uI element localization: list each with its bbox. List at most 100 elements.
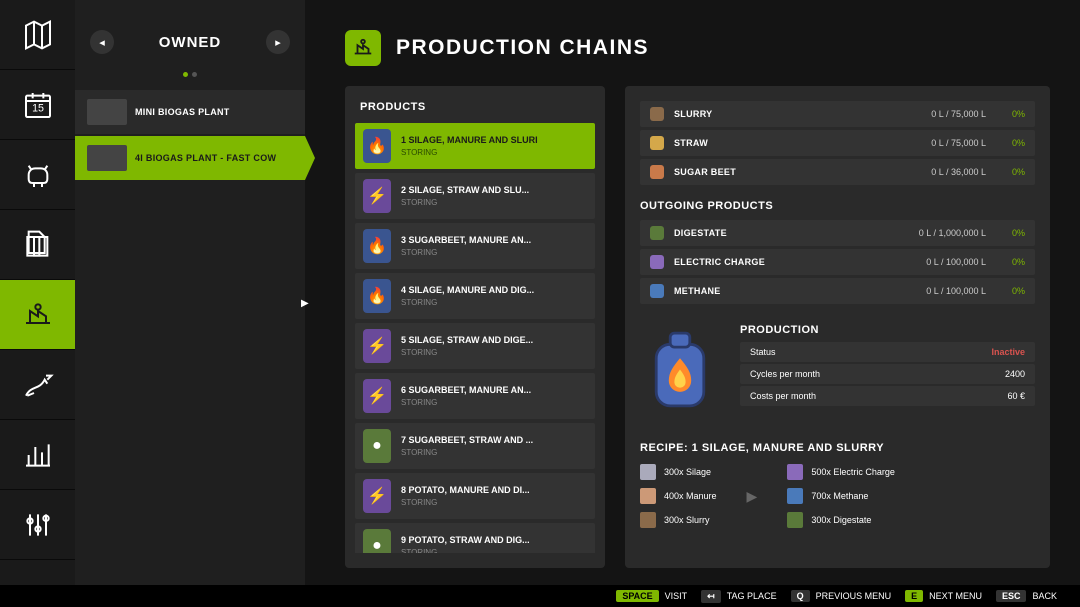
recipe-inputs: 300x Silage400x Manure300x Slurry <box>640 464 717 528</box>
sidebar-item-calendar[interactable]: 15 <box>0 70 75 140</box>
product-icon: ● <box>363 529 391 553</box>
sidebar: 15 <box>0 0 75 607</box>
hotkey-label: BACK <box>1032 591 1057 601</box>
recipe-item-text: 400x Manure <box>664 491 717 501</box>
resource-percent: 0% <box>1001 167 1025 177</box>
resource-percent: 0% <box>1001 138 1025 148</box>
hotkey-label: VISIT <box>665 591 688 601</box>
owned-title: OWNED <box>159 34 222 51</box>
svg-text:15: 15 <box>32 102 44 114</box>
product-item[interactable]: ⚡5 SILAGE, STRAW AND DIGE...STORING <box>355 323 595 369</box>
product-status: STORING <box>401 298 587 307</box>
product-status: STORING <box>401 348 587 357</box>
plant-item[interactable]: MINI BIOGAS PLANT <box>75 90 305 134</box>
sidebar-item-production[interactable] <box>0 280 75 350</box>
stat-label: Status <box>750 347 776 357</box>
resource-row[interactable]: METHANE0 L / 100,000 L0% <box>640 278 1035 304</box>
page-title: PRODUCTION CHAINS <box>396 36 649 60</box>
product-status: STORING <box>401 398 587 407</box>
product-item[interactable]: ⚡ 2 SILAGE, STRAW AND SLU... STORING <box>355 173 595 219</box>
calendar-icon: 15 <box>22 89 54 121</box>
resource-row[interactable]: SUGAR BEET0 L / 36,000 L0% <box>640 159 1035 185</box>
hotkey-key: Q <box>791 590 810 602</box>
map-icon <box>22 19 54 51</box>
sidebar-item-map[interactable] <box>0 0 75 70</box>
hotkey-key: SPACE <box>616 590 658 602</box>
resource-row[interactable]: STRAW0 L / 75,000 L0% <box>640 130 1035 156</box>
stat-label: Cycles per month <box>750 369 820 379</box>
plant-item[interactable]: 4I BIOGAS PLANT - FAST COW <box>75 136 305 180</box>
detail-panel: SLURRY0 L / 75,000 L0%STRAW0 L / 75,000 … <box>625 86 1050 568</box>
stats-icon <box>22 439 54 471</box>
product-status: STORING <box>401 448 587 457</box>
product-icon: 🔥 <box>363 129 391 163</box>
product-item[interactable]: 🔥 1 SILAGE, MANURE AND SLURI STORING <box>355 123 595 169</box>
resource-value: 0 L / 75,000 L <box>931 109 986 119</box>
plant-thumb <box>87 99 127 125</box>
resource-icon <box>650 136 664 150</box>
recipe-item: 500x Electric Charge <box>787 464 895 480</box>
stat-label: Costs per month <box>750 391 816 401</box>
product-icon: ⚡ <box>363 379 391 413</box>
product-item[interactable]: 🔥3 SUGARBEET, MANURE AN...STORING <box>355 223 595 269</box>
product-icon: ⚡ <box>363 179 391 213</box>
product-item[interactable]: ⚡8 POTATO, MANURE AND DI...STORING <box>355 473 595 519</box>
resource-percent: 0% <box>1001 286 1025 296</box>
recipe-item-icon <box>640 464 656 480</box>
product-status: STORING <box>401 198 587 207</box>
product-name: 5 SILAGE, STRAW AND DIGE... <box>401 335 587 345</box>
resource-row[interactable]: ELECTRIC CHARGE0 L / 100,000 L0% <box>640 249 1035 275</box>
product-item[interactable]: ●9 POTATO, STRAW AND DIG...STORING <box>355 523 595 553</box>
panel-divider-arrow: ▶ <box>301 298 309 309</box>
product-icon: 🔥 <box>363 279 391 313</box>
stat-value: 2400 <box>1005 369 1025 379</box>
resource-percent: 0% <box>1001 109 1025 119</box>
recipe-item-icon <box>787 512 803 528</box>
hotkey-label: TAG PLACE <box>727 591 777 601</box>
owned-prev-button[interactable]: ◂ <box>90 30 114 54</box>
outgoing-title: OUTGOING PRODUCTS <box>640 200 1035 212</box>
resource-row[interactable]: DIGESTATE0 L / 1,000,000 L0% <box>640 220 1035 246</box>
product-status: STORING <box>401 498 587 507</box>
production-title: PRODUCTION <box>740 324 1035 336</box>
product-item[interactable]: ●7 SUGARBEET, STRAW AND ...STORING <box>355 423 595 469</box>
owned-next-button[interactable]: ▸ <box>266 30 290 54</box>
production-stats: StatusInactive Cycles per month 2400 Costs … <box>740 342 1035 406</box>
stat-value: 60 € <box>1007 391 1025 401</box>
resource-icon <box>650 255 664 269</box>
recipe-title: RECIPE: 1 SILAGE, MANURE AND SLURRY <box>640 442 1035 454</box>
recipe-item: 300x Silage <box>640 464 717 480</box>
hotkey-key: ↤ <box>701 590 721 603</box>
products-title: PRODUCTS <box>355 101 595 113</box>
product-item[interactable]: ⚡6 SUGARBEET, MANURE AN...STORING <box>355 373 595 419</box>
documents-icon <box>22 229 54 261</box>
resource-value: 0 L / 1,000,000 L <box>919 228 986 238</box>
product-icon: 🔥 <box>363 229 391 263</box>
resource-row[interactable]: SLURRY0 L / 75,000 L0% <box>640 101 1035 127</box>
recipe-item: 700x Methane <box>787 488 895 504</box>
product-name: 2 SILAGE, STRAW AND SLU... <box>401 185 587 195</box>
main-content: PRODUCTION CHAINS PRODUCTS 🔥 1 SILAGE, MA… <box>315 0 1080 585</box>
stat-row: Cycles per month 2400 <box>740 364 1035 384</box>
plant-list: MINI BIOGAS PLANT 4I BIOGAS PLANT - FAST … <box>75 90 305 180</box>
stat-row: Costs per month 60 € <box>740 386 1035 406</box>
resource-name: METHANE <box>674 286 926 296</box>
product-list: 🔥 1 SILAGE, MANURE AND SLURI STORING ⚡ 2 SIL… <box>355 123 595 553</box>
stat-row: StatusInactive <box>740 342 1035 362</box>
product-name: 1 SILAGE, MANURE AND SLURI <box>401 135 587 145</box>
recipe-item: 400x Manure <box>640 488 717 504</box>
product-status: STORING <box>401 148 587 157</box>
sidebar-item-finance[interactable] <box>0 350 75 420</box>
recipe-item-icon <box>787 488 803 504</box>
sidebar-item-livestock[interactable] <box>0 140 75 210</box>
sidebar-item-documents[interactable] <box>0 210 75 280</box>
hotkey-label: PREVIOUS MENU <box>816 591 892 601</box>
bottom-bar: SPACEVISIT↤TAG PLACEQPREVIOUS MENUENEXT … <box>0 585 1080 607</box>
resource-name: STRAW <box>674 138 931 148</box>
product-item[interactable]: 🔥4 SILAGE, MANURE AND DIG...STORING <box>355 273 595 319</box>
plant-label: MINI BIOGAS PLANT <box>135 107 230 117</box>
sidebar-item-stats[interactable] <box>0 420 75 490</box>
recipe-item-icon <box>640 488 656 504</box>
sidebar-item-settings[interactable] <box>0 490 75 560</box>
hotkey-key: ESC <box>996 590 1027 602</box>
